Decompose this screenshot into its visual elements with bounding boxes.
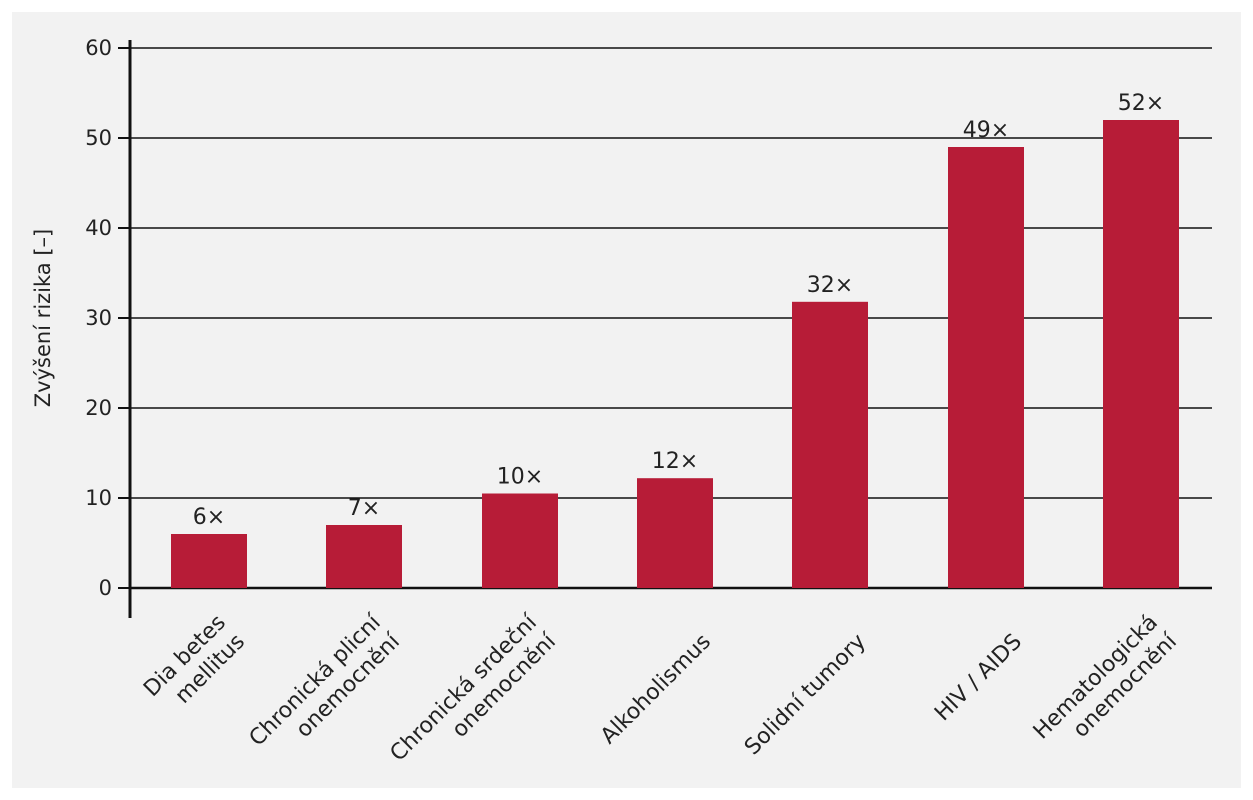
chart-frame: 0 10 20 30 40 50 60 6× 7× 10× 12× 32× 49× 52× Dia be… bbox=[12, 12, 1241, 788]
x-tick-label: Alkoholismus bbox=[596, 629, 716, 749]
bar-chart: 0 10 20 30 40 50 60 6× 7× 10× 12× 32× 49× 52× Dia be… bbox=[31, 36, 1212, 786]
bar bbox=[171, 534, 247, 588]
value-label: 52× bbox=[1118, 91, 1164, 116]
y-tick-labels: 0 10 20 30 40 50 60 bbox=[85, 36, 112, 600]
y-axis-label: Zvýšení rizika [–] bbox=[31, 229, 55, 407]
x-tick-label: Hematologickáonemocnění bbox=[1029, 610, 1183, 764]
x-tick-label: Solidní tumory bbox=[740, 629, 871, 760]
axes bbox=[118, 40, 132, 618]
value-label: 7× bbox=[348, 496, 380, 521]
y-tick-label: 30 bbox=[85, 306, 112, 330]
value-label: 49× bbox=[963, 118, 1009, 143]
bar bbox=[1103, 120, 1179, 588]
value-labels: 6× 7× 10× 12× 32× 49× 52× bbox=[193, 91, 1164, 530]
y-tick-label: 50 bbox=[85, 126, 112, 150]
x-tick-label: Chronická plicníonemocnění bbox=[245, 610, 406, 771]
x-tick-label: Chronická srdečníonemocnění bbox=[386, 610, 562, 786]
value-label: 6× bbox=[193, 505, 225, 530]
value-label: 10× bbox=[497, 465, 543, 490]
y-tick-label: 20 bbox=[85, 396, 112, 420]
value-label: 12× bbox=[652, 449, 698, 474]
y-tick-label: 60 bbox=[85, 36, 112, 60]
y-tick-label: 10 bbox=[85, 486, 112, 510]
bar bbox=[326, 525, 402, 588]
x-tick-label: HIV / AIDS bbox=[930, 629, 1027, 726]
bar bbox=[637, 478, 713, 588]
bars bbox=[171, 120, 1179, 588]
bar bbox=[792, 301, 868, 588]
x-tick-label: Dia betesmellitus bbox=[139, 610, 250, 721]
value-label: 32× bbox=[807, 273, 853, 298]
bar bbox=[482, 493, 558, 588]
y-tick-label: 0 bbox=[99, 576, 112, 600]
y-tick-label: 40 bbox=[85, 216, 112, 240]
bar bbox=[948, 147, 1024, 588]
gridlines bbox=[130, 47, 1212, 590]
